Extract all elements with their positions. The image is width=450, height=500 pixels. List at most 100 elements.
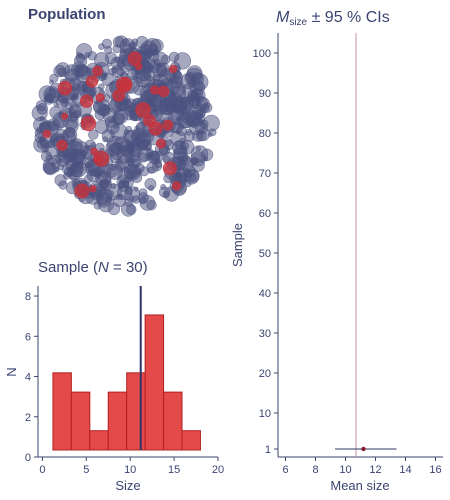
- population-dot: [131, 128, 148, 145]
- population-dot: [107, 117, 114, 124]
- ci-y-tick-label: 1: [265, 444, 271, 456]
- population-dot: [144, 178, 157, 190]
- ci-x-tick-label: 8: [312, 464, 318, 476]
- histogram-x-tick-label: 15: [168, 464, 180, 476]
- ci-x-tick-label: 16: [429, 464, 441, 476]
- histogram-x-label: Size: [115, 478, 140, 493]
- histogram-y-tick-label: 6: [25, 331, 31, 343]
- ci-y-tick-label: 60: [259, 208, 271, 220]
- population-dot: [114, 56, 121, 63]
- population-dot: [180, 96, 191, 107]
- population-dot: [131, 112, 139, 120]
- sampled-dot: [162, 161, 177, 176]
- sampled-dot: [42, 129, 52, 139]
- population-dot: [117, 59, 126, 68]
- sampled-dot: [156, 138, 167, 149]
- histogram-title-prefix: Sample (: [38, 259, 98, 276]
- population-dot: [160, 183, 167, 190]
- ci-y-tick-label: 20: [259, 368, 271, 380]
- ci-y-tick-label: 40: [259, 288, 271, 300]
- population-dot: [149, 38, 164, 53]
- population-dot: [41, 144, 49, 153]
- sampled-dot: [74, 183, 90, 199]
- sampled-dot: [127, 51, 142, 66]
- population-dot: [184, 179, 192, 187]
- population-dot: [98, 43, 105, 50]
- histogram-bar: [163, 391, 183, 451]
- ci-y-tick-label: 30: [259, 328, 271, 340]
- population-dot: [137, 152, 149, 163]
- histogram-bar: [70, 391, 91, 451]
- histogram-bar: [144, 314, 165, 451]
- population-dot: [150, 153, 158, 162]
- population-dot: [126, 169, 137, 180]
- population-dot: [173, 149, 180, 155]
- histogram-title-var: N: [98, 259, 109, 276]
- sampled-dot: [169, 64, 178, 74]
- ci-x-tick-label: 14: [399, 464, 411, 476]
- histogram-y-tick-label: 2: [25, 412, 31, 424]
- sampled-dot: [79, 94, 94, 108]
- population-dot: [195, 146, 201, 152]
- sampled-dot: [61, 112, 68, 120]
- population-dot: [62, 127, 78, 143]
- sampled-dot: [85, 75, 99, 88]
- histogram-x-tick-label: 20: [212, 464, 224, 476]
- population-dot: [178, 151, 189, 162]
- ci-x-tick-label: 12: [369, 464, 381, 476]
- histogram-title: Sample (N = 30): [38, 259, 148, 276]
- population-dot: [50, 162, 56, 167]
- sampled-dot: [120, 78, 132, 90]
- population-dot: [191, 93, 200, 102]
- ci-title-sub: size: [289, 17, 307, 28]
- population-dot: [106, 163, 123, 180]
- sampled-dot: [148, 121, 163, 136]
- population-dot: [181, 82, 198, 99]
- ci-y-tick-label: 80: [259, 128, 271, 140]
- population-dot: [203, 156, 209, 162]
- population-dot: [36, 103, 48, 115]
- histogram-x-tick-label: 10: [124, 464, 136, 476]
- population-dot: [126, 141, 141, 156]
- population-dot: [38, 85, 56, 103]
- sampled-dot: [56, 139, 68, 151]
- histogram-y-tick-label: 8: [25, 291, 31, 303]
- ci-y-tick-label: 90: [259, 88, 271, 100]
- ci-y-tick-label: 50: [259, 248, 271, 260]
- histogram-bar: [181, 430, 201, 451]
- population-dot: [67, 167, 76, 176]
- sampled-dot: [135, 102, 151, 118]
- ci-y-tick-label: 70: [259, 168, 271, 180]
- histogram-title-eq: = 30): [109, 259, 148, 276]
- histogram-y-tick-label: 4: [25, 372, 31, 384]
- ci-title: Msize ± 95 % CIs: [276, 9, 390, 28]
- population-dot: [143, 69, 156, 82]
- population-title: Population: [28, 6, 106, 23]
- sampled-dot: [80, 115, 96, 132]
- histogram-y-tick-label: 0: [25, 452, 31, 464]
- sampled-dot: [162, 119, 174, 131]
- sampled-dot: [92, 65, 103, 77]
- ci-x-tick-label: 10: [339, 464, 351, 476]
- sampled-dot: [134, 62, 143, 71]
- population-dot: [169, 75, 183, 89]
- population-dot: [109, 123, 128, 141]
- ci-mean-point: [361, 446, 366, 452]
- ci-x-label: Mean size: [330, 478, 389, 493]
- population-dot: [113, 194, 126, 208]
- population-dot: [134, 126, 139, 131]
- population-dot: [146, 200, 157, 211]
- population-dot: [49, 73, 59, 83]
- population-dot: [84, 52, 90, 58]
- population-dot: [162, 191, 170, 199]
- sampled-dot: [95, 93, 105, 103]
- population-dot: [88, 129, 99, 140]
- population-dot: [138, 188, 148, 197]
- population-dot: [170, 130, 187, 147]
- histogram-x-tick-label: 5: [83, 464, 89, 476]
- sampled-dot: [172, 181, 182, 191]
- population-dot: [104, 45, 113, 54]
